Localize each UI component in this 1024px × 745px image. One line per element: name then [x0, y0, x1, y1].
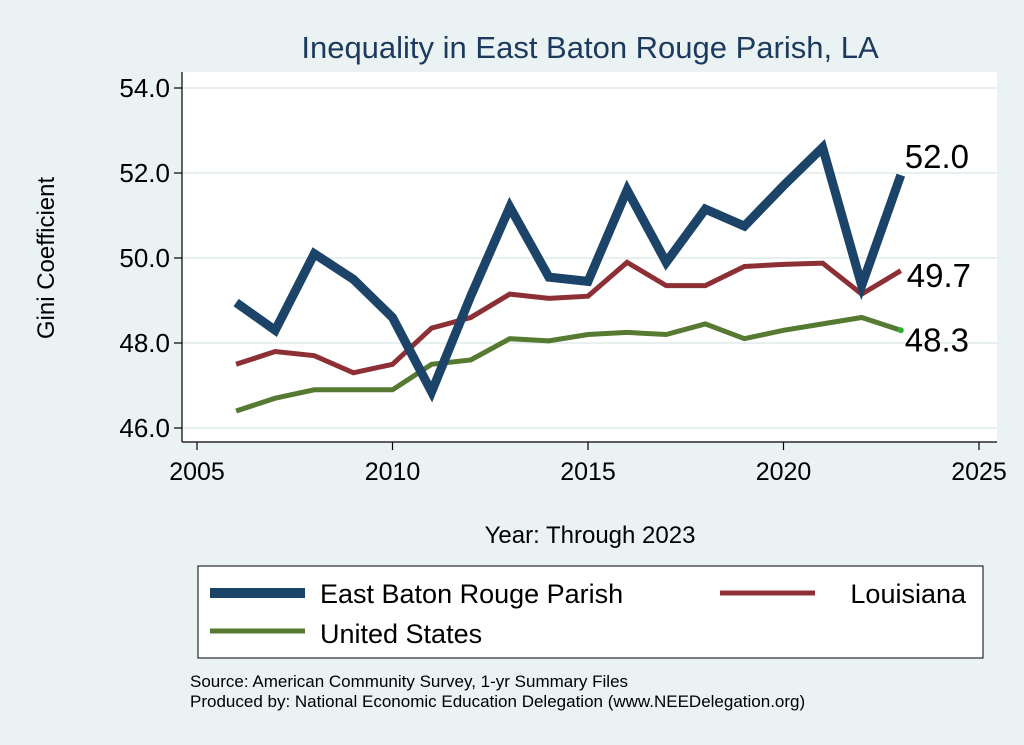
y-tick-label: 46.0: [119, 413, 170, 443]
end-labels: 52.0 49.7 48.3: [905, 138, 971, 358]
y-tick-label: 54.0: [119, 73, 170, 103]
x-tick-label: 2015: [560, 458, 616, 486]
source-note: Source: American Community Survey, 1-yr …: [190, 672, 629, 691]
y-tick-label: 48.0: [119, 328, 170, 358]
legend: East Baton Rouge Parish Louisiana United…: [197, 565, 984, 659]
y-ticks: 46.0 48.0 50.0 52.0 54.0: [119, 73, 182, 443]
series-lines: [233, 138, 906, 414]
x-tick-label: 2005: [169, 458, 225, 486]
axes: [181, 72, 997, 443]
chart-title: Inequality in East Baton Rouge Parish, L…: [301, 30, 879, 65]
x-axis-label: Year: Through 2023: [485, 522, 696, 549]
end-label-1: 49.7: [907, 257, 971, 294]
y-tick-label: 52.0: [119, 158, 170, 188]
series-line-2: [235, 314, 902, 414]
x-tick-label: 2010: [365, 458, 421, 486]
x-tick-label: 2025: [951, 458, 1007, 486]
producer-note: Produced by: National Economic Education…: [190, 692, 806, 711]
legend-label-louisiana: Louisiana: [850, 579, 967, 609]
end-marker-united-states: [897, 327, 904, 334]
x-ticks: 2005 2010 2015 2020 2025: [169, 442, 1007, 486]
x-tick-label: 2020: [756, 458, 812, 486]
series-line-1: [235, 259, 903, 376]
end-label-0: 52.0: [905, 138, 969, 175]
y-tick-label: 50.0: [119, 243, 170, 273]
legend-label-east-baton-rouge: East Baton Rouge Parish: [320, 579, 623, 609]
series-line-0: [233, 138, 906, 403]
legend-label-united-states: United States: [320, 619, 482, 649]
legend-box: [197, 565, 984, 659]
y-axis-label: Gini Coefficient: [33, 177, 60, 340]
end-label-2: 48.3: [905, 321, 969, 358]
